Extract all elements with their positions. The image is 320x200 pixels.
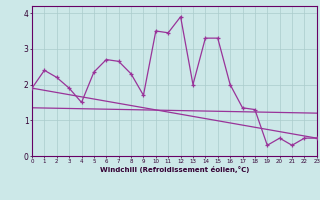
X-axis label: Windchill (Refroidissement éolien,°C): Windchill (Refroidissement éolien,°C) [100,166,249,173]
